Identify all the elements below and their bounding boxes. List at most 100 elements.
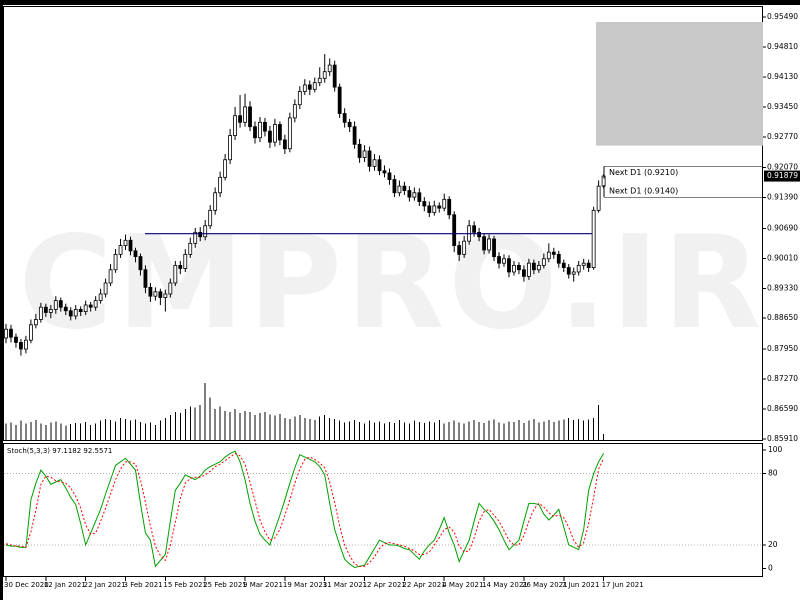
y-tick-label: 0.92770	[767, 132, 798, 141]
candle-body	[591, 209, 596, 268]
candle-body	[93, 300, 98, 308]
candle-body	[208, 209, 213, 227]
x-tick-label: 17 Jun 2021	[602, 581, 644, 589]
candle-body	[277, 124, 282, 141]
candle-body	[342, 113, 347, 123]
y-tick-label: 20	[768, 540, 778, 549]
candle-body	[108, 269, 113, 284]
x-tick-label: 9 Mar 2021	[243, 581, 283, 589]
candle-body	[482, 236, 486, 251]
candle-body	[193, 231, 198, 244]
y-tick-label: 0.88650	[767, 313, 798, 322]
annotation-label: Next D1 (0.9210)	[609, 168, 678, 177]
candle-body	[123, 239, 128, 246]
candle-body	[377, 159, 382, 172]
annotation-label: Next D1 (0.9140)	[609, 187, 678, 196]
x-tick-label: 22 Apr 2021	[402, 581, 445, 589]
candle-body	[347, 121, 352, 128]
candle-body	[273, 124, 277, 143]
candle-body	[382, 170, 387, 174]
candle-body	[392, 179, 397, 194]
candle-body	[228, 135, 233, 161]
candle-body	[233, 115, 237, 136]
y-tick-label: 0.94130	[767, 72, 798, 81]
candle-body	[238, 115, 242, 123]
candle-body	[417, 192, 422, 202]
main-panel-frame	[3, 6, 763, 441]
candle-body	[282, 139, 287, 150]
candle-body	[546, 251, 551, 260]
candle-body	[492, 238, 496, 257]
candle-body	[183, 253, 188, 269]
x-tick-label: 12 Apr 2021	[363, 581, 406, 589]
y-tick-label: 0.90010	[767, 253, 798, 262]
candle-body	[163, 293, 168, 298]
candle-body	[113, 253, 118, 271]
candle-body	[531, 262, 536, 271]
candle-body	[362, 150, 367, 158]
x-tick-label: 15 Feb 2021	[163, 581, 207, 589]
candle-body	[178, 264, 183, 269]
candle-body	[188, 242, 193, 255]
candle-body	[287, 117, 292, 150]
candle-body	[437, 205, 442, 209]
window-edge	[0, 0, 800, 5]
candle-body	[487, 238, 491, 251]
candle-body	[576, 264, 581, 273]
y-tick-label: 0.90690	[767, 223, 798, 232]
candle-body	[14, 336, 18, 343]
candle-body	[83, 304, 88, 312]
x-tick-label: 25 Feb 2021	[203, 581, 247, 589]
candle-body	[462, 240, 467, 255]
price-tag	[764, 170, 800, 182]
candle-body	[581, 262, 586, 266]
candle-body	[327, 64, 332, 73]
stoch-panel-frame	[3, 443, 763, 577]
candle-body	[68, 310, 73, 317]
candle-body	[158, 291, 163, 298]
candle-body	[38, 306, 43, 320]
y-tick-label: 0.92070	[767, 163, 798, 172]
candle-body	[442, 198, 447, 209]
y-tick-label: 0.86590	[767, 404, 798, 413]
candle-body	[432, 205, 437, 213]
candle-body	[586, 262, 591, 268]
shaded-zone	[596, 21, 763, 146]
candle-body	[302, 84, 307, 92]
candle-body	[522, 269, 526, 277]
candle-body	[243, 106, 247, 123]
candle-body	[297, 91, 302, 106]
candle-body	[148, 286, 153, 297]
candle-body	[507, 258, 511, 273]
candle-body	[571, 271, 576, 275]
candle-body	[357, 143, 362, 158]
candle-body	[63, 306, 68, 312]
y-tick-label: 0.94810	[767, 42, 798, 51]
y-tick-label: 0.87270	[767, 374, 798, 383]
x-tick-label: 19 Mar 2021	[283, 581, 327, 589]
candle-body	[517, 264, 521, 271]
watermark: CMPRO.IR	[19, 209, 766, 358]
candle-body	[128, 239, 133, 252]
candle-body	[203, 225, 208, 238]
y-tick-label: 0.87950	[767, 344, 798, 353]
candle-body	[387, 172, 392, 180]
candle-body	[53, 300, 58, 310]
candle-body	[198, 231, 203, 238]
price-tag-label: 0.91879	[767, 171, 798, 180]
x-tick-label: 4 May 2021	[442, 581, 483, 589]
candle-body	[427, 205, 432, 213]
candle-body	[541, 258, 546, 266]
candle-body	[19, 342, 23, 350]
candle-body	[58, 300, 63, 308]
candle-body	[372, 159, 377, 167]
candle-body	[9, 328, 13, 338]
candle-body	[33, 319, 38, 326]
candle-body	[596, 185, 601, 211]
x-tick-label: 7 Jun 2021	[562, 581, 600, 589]
y-tick-label: 0.93450	[767, 102, 798, 111]
candle-body	[332, 64, 337, 88]
stoch-line	[5, 450, 605, 569]
candle-body	[48, 308, 53, 313]
